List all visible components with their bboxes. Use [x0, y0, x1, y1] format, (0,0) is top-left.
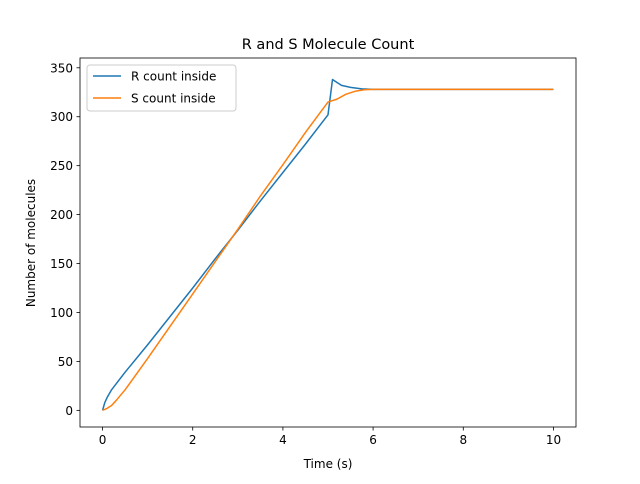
x-tick-label: 2	[189, 433, 197, 447]
legend-label-0: R count inside	[131, 70, 216, 84]
x-tick-label: 6	[369, 433, 377, 447]
x-tick-label: 8	[459, 433, 467, 447]
y-tick-label: 150	[50, 257, 73, 271]
x-tick-label: 0	[99, 433, 107, 447]
y-tick-label: 50	[58, 355, 73, 369]
y-axis-label: Number of molecules	[24, 179, 38, 307]
x-tick-label: 10	[546, 433, 561, 447]
y-tick-label: 0	[65, 404, 73, 418]
x-axis-label: Time (s)	[303, 457, 353, 471]
y-tick-label: 250	[50, 159, 73, 173]
series-line-1	[102, 88, 554, 412]
legend: R count inside S count inside	[86, 64, 237, 112]
legend-box	[86, 64, 237, 112]
x-tick-label: 4	[279, 433, 287, 447]
y-tick-label: 200	[50, 208, 73, 222]
legend-label-1: S count inside	[131, 92, 216, 106]
y-tick-label: 300	[50, 110, 73, 124]
y-tick-label: 350	[50, 61, 73, 75]
plot-frame	[79, 57, 577, 428]
y-tick-label: 100	[50, 306, 73, 320]
chart-title: R and S Molecule Count	[242, 37, 415, 53]
